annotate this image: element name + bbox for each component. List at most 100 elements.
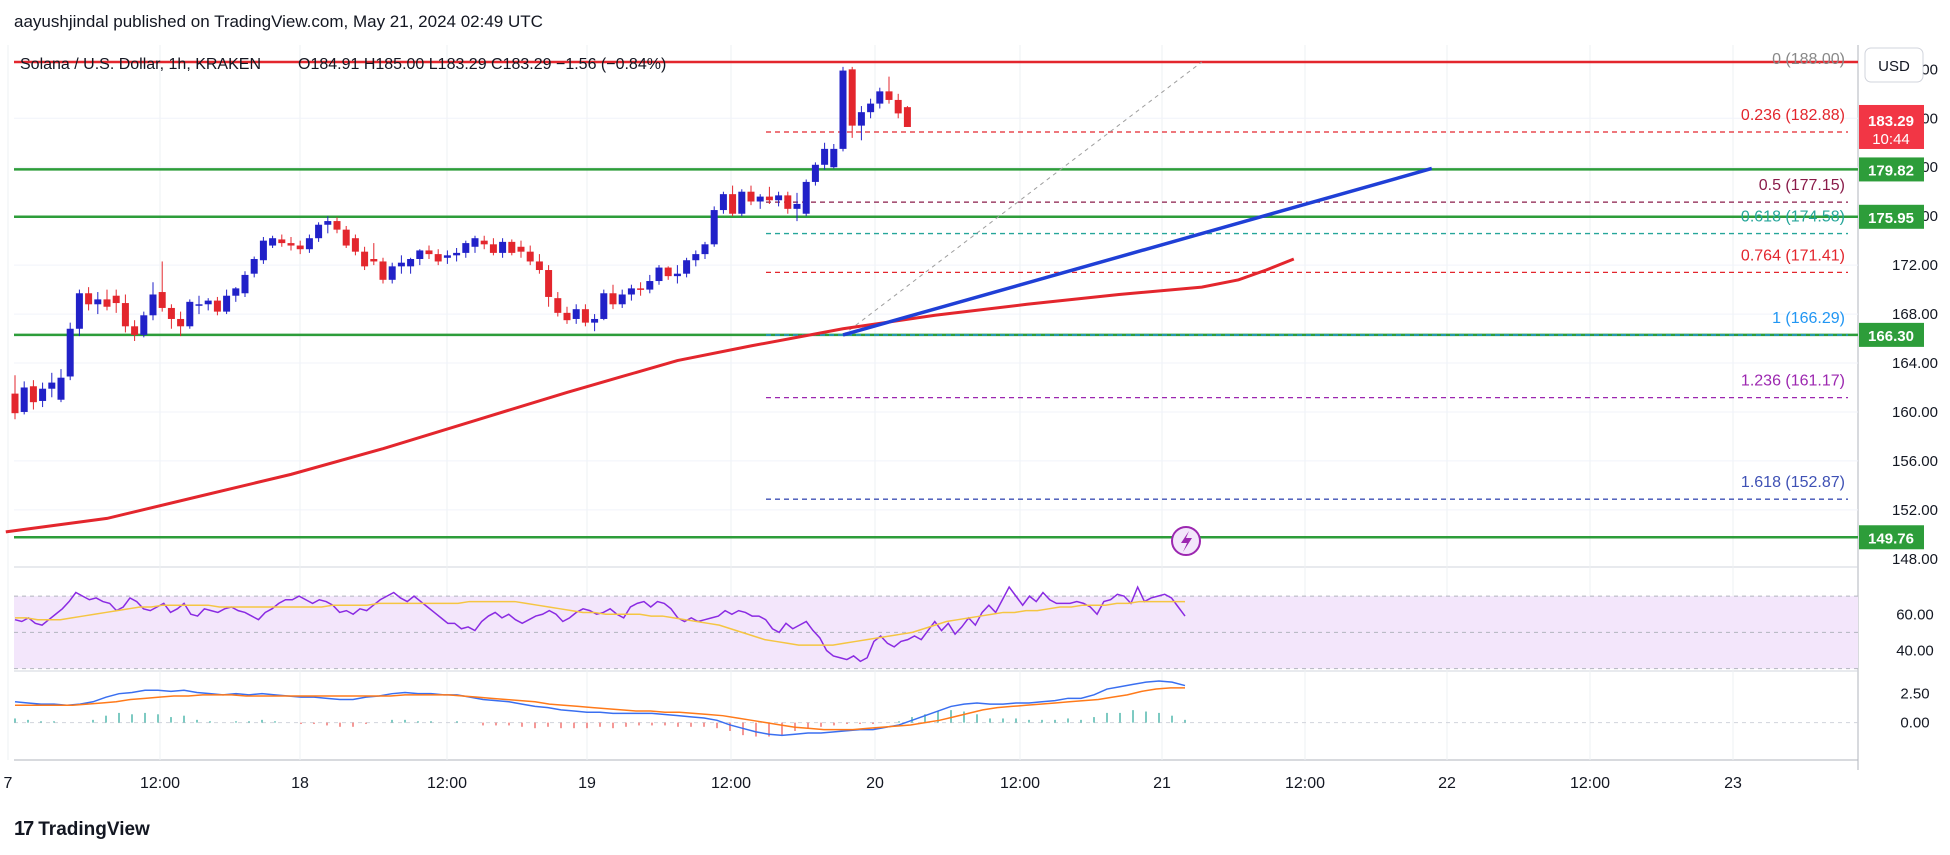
candle-body <box>342 229 350 246</box>
fib-level-label: 0.236 (182.88) <box>1741 107 1845 124</box>
candle-body <box>508 241 516 253</box>
tradingview-logo[interactable]: 17 TradingView <box>14 818 150 841</box>
countdown-label: 10:44 <box>1872 131 1910 148</box>
candle-body <box>379 261 387 280</box>
candle-body <box>600 293 608 319</box>
macd-histogram-bar <box>1002 718 1004 723</box>
brand-label: TradingView <box>38 818 150 840</box>
candle-body <box>627 288 635 295</box>
candle-body <box>765 196 773 201</box>
macd-histogram-bar <box>1093 717 1095 723</box>
fib-level-label: 1 (166.29) <box>1772 310 1845 327</box>
time-tick-label: 23 <box>1724 775 1742 792</box>
candle-body <box>66 328 74 377</box>
candle-body <box>370 259 378 262</box>
candle-body <box>29 386 37 403</box>
candle-body <box>315 224 323 239</box>
price-tick-label: 148.00 <box>1892 551 1938 568</box>
candle-body <box>85 293 93 305</box>
candle-body <box>186 301 194 327</box>
currency-button[interactable]: USD <box>1864 47 1924 83</box>
macd-histogram-bar <box>482 722 484 726</box>
candle-body <box>94 299 102 305</box>
candle-body <box>112 295 120 304</box>
candle-body <box>213 300 221 312</box>
candle-body <box>821 148 829 165</box>
macd-histogram-bar <box>534 722 536 729</box>
candle-body <box>683 260 691 274</box>
macd-histogram-bar <box>404 719 406 723</box>
macd-histogram-bar <box>235 721 237 723</box>
symbol-label: Solana / U.S. Dollar, 1h, KRAKEN <box>20 56 261 73</box>
macd-histogram-bar <box>638 722 640 726</box>
macd-histogram-bar <box>131 714 133 723</box>
level-price-tag <box>1859 322 1924 347</box>
fib-level-label: 0 (188.00) <box>1772 51 1845 68</box>
candle-body <box>581 309 589 323</box>
macd-histogram-bar <box>1158 712 1160 723</box>
level-lines <box>14 60 1858 539</box>
candle-body <box>232 288 240 296</box>
macd-histogram-bar <box>105 715 107 723</box>
candle-body <box>167 307 175 319</box>
macd-histogram-bar <box>1028 719 1030 723</box>
candle-body <box>269 238 277 246</box>
rsi-tick-label: 40.00 <box>1896 643 1934 660</box>
candle-body <box>11 393 19 414</box>
time-tick-label: 12:00 <box>1000 775 1040 792</box>
time-tick-label: 12:00 <box>427 775 467 792</box>
level-price-tag <box>1859 525 1924 550</box>
candle-body <box>655 267 663 282</box>
time-tick-label: 12:00 <box>1570 775 1610 792</box>
macd-histogram-bar <box>703 722 705 727</box>
price-tick-label: 164.00 <box>1892 355 1938 372</box>
macd-histogram-bar <box>183 715 185 723</box>
candle-body <box>692 254 700 261</box>
candle-body <box>149 294 157 316</box>
time-tick-label: 20 <box>866 775 884 792</box>
macd-histogram-bar <box>365 722 367 725</box>
macd-histogram-bar <box>118 712 120 723</box>
macd-histogram-bar <box>963 711 965 723</box>
rsi-ma-line <box>15 600 1185 646</box>
candle-body <box>857 112 865 126</box>
candle-body <box>738 191 746 214</box>
time-tick-label: 12:00 <box>711 775 751 792</box>
candle-body <box>425 250 433 255</box>
macd-histogram-bar <box>586 722 588 729</box>
macd-line <box>14 680 1186 737</box>
moving-average-layer <box>5 257 1295 534</box>
macd-histogram-bar <box>508 722 510 726</box>
rsi-tick-label: 60.00 <box>1896 606 1934 623</box>
macd-histogram-bar <box>495 722 497 726</box>
candle-body <box>756 196 764 202</box>
price-tick-label: 160.00 <box>1892 404 1938 421</box>
level-price-label: 175.95 <box>1868 210 1914 227</box>
candle-body <box>545 270 553 297</box>
macd-panel <box>14 680 1858 737</box>
macd-histogram-bar <box>898 721 900 723</box>
candle-body <box>407 259 415 267</box>
candle-body <box>839 70 847 149</box>
fib-level-label: 1.236 (161.17) <box>1741 373 1845 390</box>
candle-body <box>278 239 286 244</box>
macd-histogram-bar <box>1080 719 1082 723</box>
macd-histogram-bar <box>339 722 341 727</box>
current-price-label: 183.29 <box>1868 113 1914 130</box>
lightning-alert-icon[interactable] <box>1171 526 1201 556</box>
macd-histogram-bar <box>664 722 666 726</box>
macd-histogram-bar <box>781 722 783 736</box>
candle-body <box>443 255 451 258</box>
price-axis: 188.00184.00180.00176.00172.00168.00164.… <box>1859 61 1938 732</box>
moving-average-line <box>5 257 1295 534</box>
candle-body <box>793 203 801 209</box>
macd-histogram-bar <box>677 722 679 727</box>
candle-body <box>204 300 212 305</box>
candle-body <box>572 309 580 319</box>
macd-histogram-bar <box>391 719 393 723</box>
macd-histogram-bar <box>612 722 614 729</box>
candle-body <box>287 243 295 246</box>
macd-histogram-bar <box>768 722 770 737</box>
macd-histogram-bar <box>859 722 861 725</box>
